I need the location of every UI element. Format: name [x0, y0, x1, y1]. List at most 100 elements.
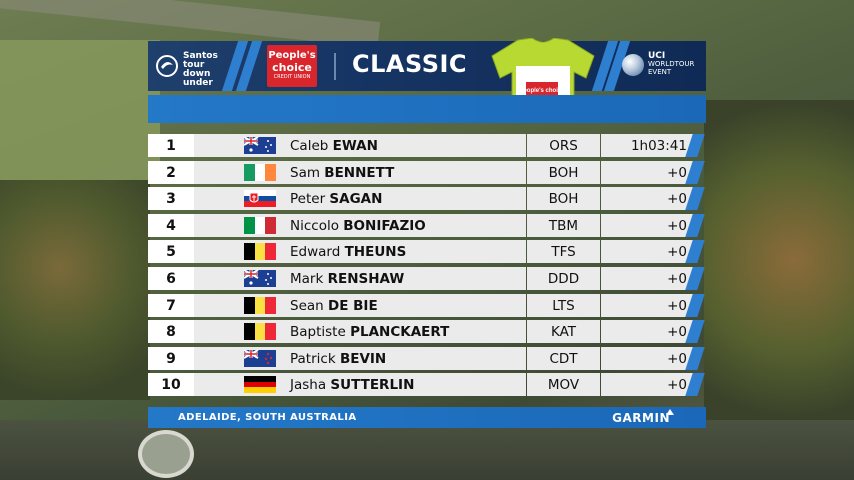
rider-name: Patrick BEVIN [290, 347, 386, 371]
team-code-cell: DDD [527, 266, 600, 290]
uci-line-3: EVENT [648, 68, 672, 76]
rider-last-name: BEVIN [339, 350, 387, 367]
standings-row: 6 Mark RENSHAW DDD +0 [148, 266, 706, 291]
rank-cell: 9 [148, 346, 194, 370]
background-trees-left [0, 180, 150, 400]
australia-flag-icon [244, 137, 276, 154]
team-code-cell: BOH [527, 160, 600, 184]
italy-flag-icon [244, 216, 276, 234]
team-code-cell: MOV [527, 373, 600, 397]
rider-first-name: Sam [290, 164, 320, 181]
time-cell: +0 [601, 240, 693, 264]
team-code-cell: ORS [527, 134, 600, 157]
garmin-triangle-icon [666, 409, 674, 415]
rank-cell: 2 [148, 160, 194, 184]
time-cell: +0 [601, 266, 693, 290]
new-zealand-flag-icon [244, 349, 276, 367]
santos-tour-down-under-logo: Santos tour down under [156, 49, 226, 88]
rider-cell: Niccolo BONIFAZIO [194, 213, 526, 238]
rank-cell: 8 [148, 320, 194, 344]
rank-cell: 1 [148, 134, 194, 157]
rider-first-name: Mark [290, 270, 324, 287]
classification-title: CLASSIC [352, 50, 468, 78]
santos-line-1: Santos [183, 51, 218, 61]
standings-row: 2 Sam BENNETT BOH +0 [148, 160, 706, 185]
rider-last-name: BONIFAZIO [343, 217, 426, 234]
uci-line-1: UCI [648, 51, 666, 61]
time-cell: 1h03:41 [601, 134, 693, 157]
rider-cell: Sean DE BIE [194, 293, 526, 318]
time-cell: +0 [601, 213, 693, 237]
uci-globe-icon [622, 54, 644, 76]
rank-cell: 6 [148, 266, 194, 290]
rider-name: Jasha SUTTERLIN [290, 373, 414, 397]
location-label: ADELAIDE, SOUTH AUSTRALIA [178, 412, 357, 423]
team-code-cell: BOH [527, 187, 600, 211]
rider-cell: Caleb EWAN [194, 134, 526, 157]
rider-name: Mark RENSHAW [290, 267, 404, 291]
garmin-logo: GARMIN [612, 411, 670, 425]
rider-first-name: Edward [290, 244, 341, 261]
rank-cell: 10 [148, 373, 194, 397]
rider-cell: Edward THEUNS [194, 240, 526, 264]
rider-name: Sam BENNETT [290, 161, 394, 185]
pc-line-2: choice [272, 61, 312, 74]
rider-first-name: Sean [290, 297, 324, 314]
uci-worldtour-logo: UCI WORLDTOUR EVENT [622, 50, 702, 82]
jersey-sponsor-text: People's choice [519, 88, 565, 94]
time-cell: +0 [601, 187, 693, 211]
rank-cell: 5 [148, 240, 194, 264]
time-cell: +0 [601, 293, 693, 317]
santos-line-3: down [183, 69, 211, 79]
standings-row: 7 Sean DE BIE LTS +0 [148, 293, 706, 318]
header-sub-bar [148, 95, 706, 123]
background-trees-right [704, 100, 854, 420]
standings-table: 1 Caleb EWAN ORS 1h03:41 2 Sam BENNETT BOH +0 3 P… [148, 134, 706, 400]
rider-last-name: DE BIE [328, 297, 378, 314]
rider-name: Caleb EWAN [290, 134, 378, 158]
background-roundabout [138, 430, 194, 478]
rider-name: Peter SAGAN [290, 187, 382, 211]
standings-row: 3 Peter SAGAN BOH +0 [148, 187, 706, 211]
time-cell: +0 [601, 320, 693, 344]
rider-last-name: THEUNS [344, 244, 407, 261]
rider-name: Baptiste PLANCKAERT [290, 320, 449, 344]
rider-last-name: SAGAN [329, 191, 383, 208]
rider-first-name: Niccolo [290, 217, 339, 234]
rider-last-name: EWAN [332, 138, 378, 154]
background-bottom [0, 420, 854, 480]
rider-name: Niccolo BONIFAZIO [290, 214, 426, 238]
pc-line-3: CREDIT UNION [273, 74, 311, 80]
team-code-cell: TBM [527, 213, 600, 237]
rider-first-name: Baptiste [290, 324, 346, 341]
team-code-cell: KAT [527, 320, 600, 344]
standings-row: 4 Niccolo BONIFAZIO TBM +0 [148, 213, 706, 238]
santos-line-2: tour [183, 60, 205, 70]
slovakia-flag-icon [244, 190, 276, 208]
standings-row: 10 Jasha SUTTERLIN MOV +0 [148, 373, 706, 397]
standings-row: 9 Patrick BEVIN CDT +0 [148, 346, 706, 371]
time-cell: +0 [601, 160, 693, 184]
header-divider [334, 53, 336, 80]
rank-cell: 7 [148, 293, 194, 317]
santos-swirl-icon [156, 55, 178, 77]
rider-cell: Peter SAGAN [194, 187, 526, 211]
ireland-flag-icon [244, 163, 276, 181]
rider-last-name: BENNETT [324, 164, 395, 181]
rider-cell: Sam BENNETT [194, 160, 526, 185]
germany-flag-icon [244, 376, 276, 394]
background-field [0, 40, 160, 180]
rank-cell: 4 [148, 213, 194, 237]
rider-name: Sean DE BIE [290, 294, 378, 318]
rider-first-name: Caleb [290, 138, 329, 154]
standings-row: 1 Caleb EWAN ORS 1h03:41 [148, 134, 706, 157]
results-footer: ADELAIDE, SOUTH AUSTRALIA GARMIN [148, 407, 706, 428]
team-code-cell: TFS [527, 240, 600, 264]
results-header: Santos tour down under People's choice C… [148, 38, 706, 104]
time-cell: +0 [601, 346, 693, 370]
team-code-cell: CDT [527, 346, 600, 370]
time-cell: +0 [601, 373, 693, 397]
standings-row: 8 Baptiste PLANCKAERT KAT +0 [148, 320, 706, 344]
rider-first-name: Jasha [290, 377, 327, 394]
